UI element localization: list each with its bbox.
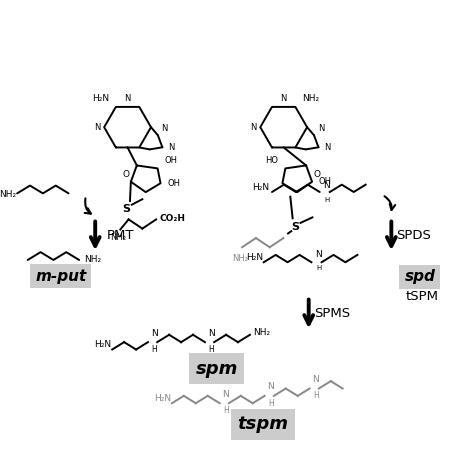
Text: H: H — [209, 345, 214, 354]
Text: N: N — [281, 94, 287, 103]
Text: H₂N: H₂N — [92, 94, 109, 103]
Text: N: N — [222, 390, 229, 399]
Text: PMT: PMT — [107, 229, 134, 242]
Text: N: N — [267, 382, 274, 391]
Text: H₂N: H₂N — [253, 183, 270, 192]
Text: HO: HO — [265, 156, 278, 165]
Text: H: H — [313, 391, 319, 400]
Text: m-put: m-put — [35, 269, 86, 283]
FancyArrowPatch shape — [85, 199, 91, 214]
Text: N: N — [124, 94, 131, 103]
Text: spd: spd — [404, 269, 435, 284]
Text: SPDS: SPDS — [396, 229, 431, 242]
Text: spm: spm — [196, 360, 238, 378]
Text: H₂N: H₂N — [94, 340, 111, 349]
Text: N: N — [312, 375, 319, 384]
Text: N: N — [168, 143, 174, 152]
Text: H: H — [152, 345, 157, 354]
Text: NH₂: NH₂ — [302, 94, 319, 103]
Text: O: O — [123, 170, 130, 179]
Text: OH: OH — [164, 156, 177, 165]
Text: N: N — [208, 328, 214, 337]
Text: tspm: tspm — [237, 415, 288, 433]
Text: S: S — [122, 204, 130, 214]
Text: H: H — [324, 197, 329, 202]
Text: tSPM: tSPM — [405, 290, 438, 303]
Text: N: N — [315, 250, 322, 259]
Text: H: H — [316, 265, 321, 271]
Text: N: N — [324, 143, 330, 152]
Text: NH₂: NH₂ — [0, 190, 16, 199]
Text: NH₂: NH₂ — [254, 328, 271, 337]
Text: H: H — [223, 406, 229, 415]
Text: NH₂: NH₂ — [232, 254, 248, 263]
Text: OH: OH — [319, 177, 332, 186]
Text: H₂N: H₂N — [154, 394, 171, 403]
Text: NH₂: NH₂ — [84, 255, 101, 264]
Text: SPMS: SPMS — [314, 307, 350, 320]
Text: N: N — [318, 124, 324, 133]
Text: N: N — [151, 328, 157, 337]
Text: NH₂: NH₂ — [110, 233, 127, 242]
Text: H₂N: H₂N — [246, 253, 263, 262]
FancyArrowPatch shape — [384, 196, 395, 210]
Text: H: H — [268, 399, 274, 408]
Text: S: S — [291, 221, 299, 232]
Text: N: N — [250, 123, 256, 132]
Text: OH: OH — [167, 179, 181, 188]
Text: N: N — [162, 124, 168, 133]
Text: O: O — [313, 170, 320, 179]
Text: CO₂H: CO₂H — [160, 214, 186, 223]
Text: N: N — [94, 123, 100, 132]
Text: N: N — [323, 181, 330, 190]
